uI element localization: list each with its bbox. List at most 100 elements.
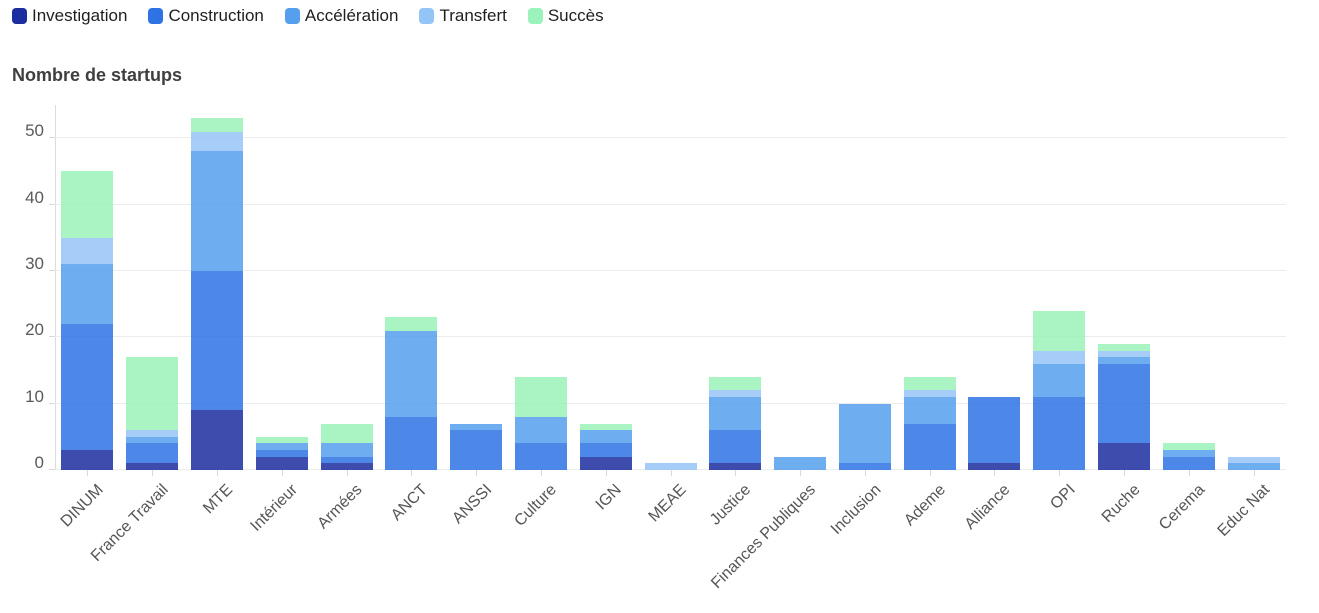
bar-inclusion[interactable]	[838, 403, 891, 470]
bar-segment-construction[interactable]	[385, 416, 438, 470]
x-tick-label-educ-nat: Educ Nat	[1214, 481, 1273, 540]
bar-segment-acceleration[interactable]	[709, 397, 762, 431]
bar-segment-acceleration[interactable]	[1098, 357, 1151, 364]
bar-segment-investigation[interactable]	[320, 463, 373, 470]
legend-item-investigation[interactable]: Investigation	[12, 7, 127, 24]
bar-segment-construction[interactable]	[61, 324, 114, 451]
bar-segment-transfert[interactable]	[903, 390, 956, 398]
bar-educ-nat[interactable]	[1227, 456, 1280, 470]
bar-segment-acceleration[interactable]	[385, 330, 438, 417]
bar-segment-acceleration[interactable]	[1162, 450, 1215, 457]
bar-segment-succes[interactable]	[1033, 310, 1086, 351]
bar-segment-acceleration[interactable]	[514, 416, 567, 444]
bar-segment-investigation[interactable]	[1098, 443, 1151, 470]
bar-segment-succes[interactable]	[320, 423, 373, 444]
bar-segment-acceleration[interactable]	[255, 443, 308, 451]
bar-segment-succes[interactable]	[1098, 343, 1151, 351]
bar-anssi[interactable]	[450, 423, 503, 470]
bar-segment-construction[interactable]	[1033, 397, 1086, 470]
bar-segment-acceleration[interactable]	[126, 436, 179, 444]
legend-swatch-succes-icon	[527, 7, 543, 24]
bar-segment-acceleration[interactable]	[320, 443, 373, 457]
bar-segment-construction[interactable]	[126, 443, 179, 464]
y-axis-line	[55, 105, 56, 470]
bar-segment-acceleration[interactable]	[838, 403, 891, 464]
bar-segment-succes[interactable]	[514, 377, 567, 417]
legend-swatch-construction-icon	[148, 7, 164, 24]
bar-segment-construction[interactable]	[320, 456, 373, 464]
bar-segment-transfert[interactable]	[126, 430, 179, 437]
bar-segment-transfert[interactable]	[61, 237, 114, 265]
bar-ruche[interactable]	[1098, 343, 1151, 470]
y-tick-label-40: 40	[25, 187, 44, 207]
bar-ign[interactable]	[579, 423, 632, 470]
bar-segment-transfert[interactable]	[1033, 350, 1086, 364]
x-tick-ign	[605, 470, 607, 476]
bar-segment-investigation[interactable]	[126, 463, 179, 470]
bar-dinum[interactable]	[61, 171, 114, 470]
bar-segment-construction[interactable]	[709, 430, 762, 464]
bar-segment-construction[interactable]	[968, 397, 1021, 464]
bar-segment-construction[interactable]	[838, 463, 891, 470]
bar-segment-succes[interactable]	[385, 317, 438, 331]
bar-ademe[interactable]	[903, 377, 956, 470]
y-tick-0	[49, 469, 55, 470]
bar-segment-acceleration[interactable]	[190, 151, 243, 271]
bar-segment-investigation[interactable]	[255, 456, 308, 470]
bar-justice[interactable]	[709, 377, 762, 470]
bar-segment-acceleration[interactable]	[1033, 363, 1086, 397]
gridline-20	[55, 336, 1286, 338]
bar-segment-transfert[interactable]	[1227, 456, 1280, 464]
bar-meae[interactable]	[644, 463, 697, 470]
bar-segment-investigation[interactable]	[61, 450, 114, 470]
bar-cerema[interactable]	[1162, 443, 1215, 470]
bar-segment-acceleration[interactable]	[579, 430, 632, 444]
bar-anct[interactable]	[385, 317, 438, 470]
bar-culture[interactable]	[514, 377, 567, 470]
bar-segment-acceleration[interactable]	[450, 423, 503, 431]
bar-segment-construction[interactable]	[255, 450, 308, 457]
bar-interieur[interactable]	[255, 436, 308, 470]
bar-segment-investigation[interactable]	[709, 463, 762, 470]
bar-segment-construction[interactable]	[190, 270, 243, 411]
y-tick-label-0: 0	[34, 453, 44, 472]
bar-segment-succes[interactable]	[126, 357, 179, 431]
bar-armees[interactable]	[320, 423, 373, 470]
bar-segment-construction[interactable]	[903, 423, 956, 470]
bar-segment-acceleration[interactable]	[903, 397, 956, 424]
bar-mte[interactable]	[190, 118, 243, 470]
bar-segment-construction[interactable]	[1162, 456, 1215, 470]
legend-item-construction[interactable]: Construction	[148, 6, 264, 25]
y-tick-label-30: 30	[25, 253, 44, 273]
bar-segment-transfert[interactable]	[1098, 350, 1151, 358]
bar-segment-investigation[interactable]	[579, 456, 632, 470]
bar-segment-investigation[interactable]	[190, 410, 243, 470]
bar-segment-construction[interactable]	[450, 430, 503, 470]
legend-item-transfert[interactable]: Transfert	[419, 7, 507, 24]
bar-segment-acceleration[interactable]	[1227, 463, 1280, 470]
bar-segment-succes[interactable]	[255, 436, 308, 444]
bar-segment-construction[interactable]	[514, 443, 567, 470]
bar-segment-succes[interactable]	[190, 118, 243, 132]
legend-item-succes[interactable]: Succès	[527, 7, 604, 24]
x-tick-label-armees: Armées	[314, 481, 366, 533]
bar-segment-construction[interactable]	[579, 443, 632, 457]
bar-segment-acceleration[interactable]	[61, 264, 114, 325]
bar-opi[interactable]	[1033, 310, 1086, 470]
bar-alliance[interactable]	[968, 397, 1021, 470]
bar-segment-succes[interactable]	[61, 171, 114, 238]
bar-segment-succes[interactable]	[709, 377, 762, 391]
legend-label: Construction	[168, 6, 264, 25]
bar-segment-construction[interactable]	[1098, 363, 1151, 444]
bar-segment-succes[interactable]	[1162, 443, 1215, 451]
bar-segment-transfert[interactable]	[644, 463, 697, 470]
bar-segment-succes[interactable]	[579, 423, 632, 431]
bar-segment-transfert[interactable]	[709, 390, 762, 398]
bar-segment-succes[interactable]	[903, 377, 956, 391]
bar-segment-transfert[interactable]	[190, 131, 243, 152]
bar-segment-investigation[interactable]	[968, 463, 1021, 470]
bar-france-travail[interactable]	[126, 357, 179, 470]
bar-finances-publiques[interactable]	[774, 456, 827, 470]
legend-item-acceleration[interactable]: Accélération	[284, 7, 398, 24]
bar-segment-acceleration[interactable]	[774, 456, 827, 470]
